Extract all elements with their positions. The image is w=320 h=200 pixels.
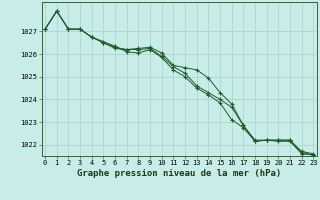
- X-axis label: Graphe pression niveau de la mer (hPa): Graphe pression niveau de la mer (hPa): [77, 169, 281, 178]
